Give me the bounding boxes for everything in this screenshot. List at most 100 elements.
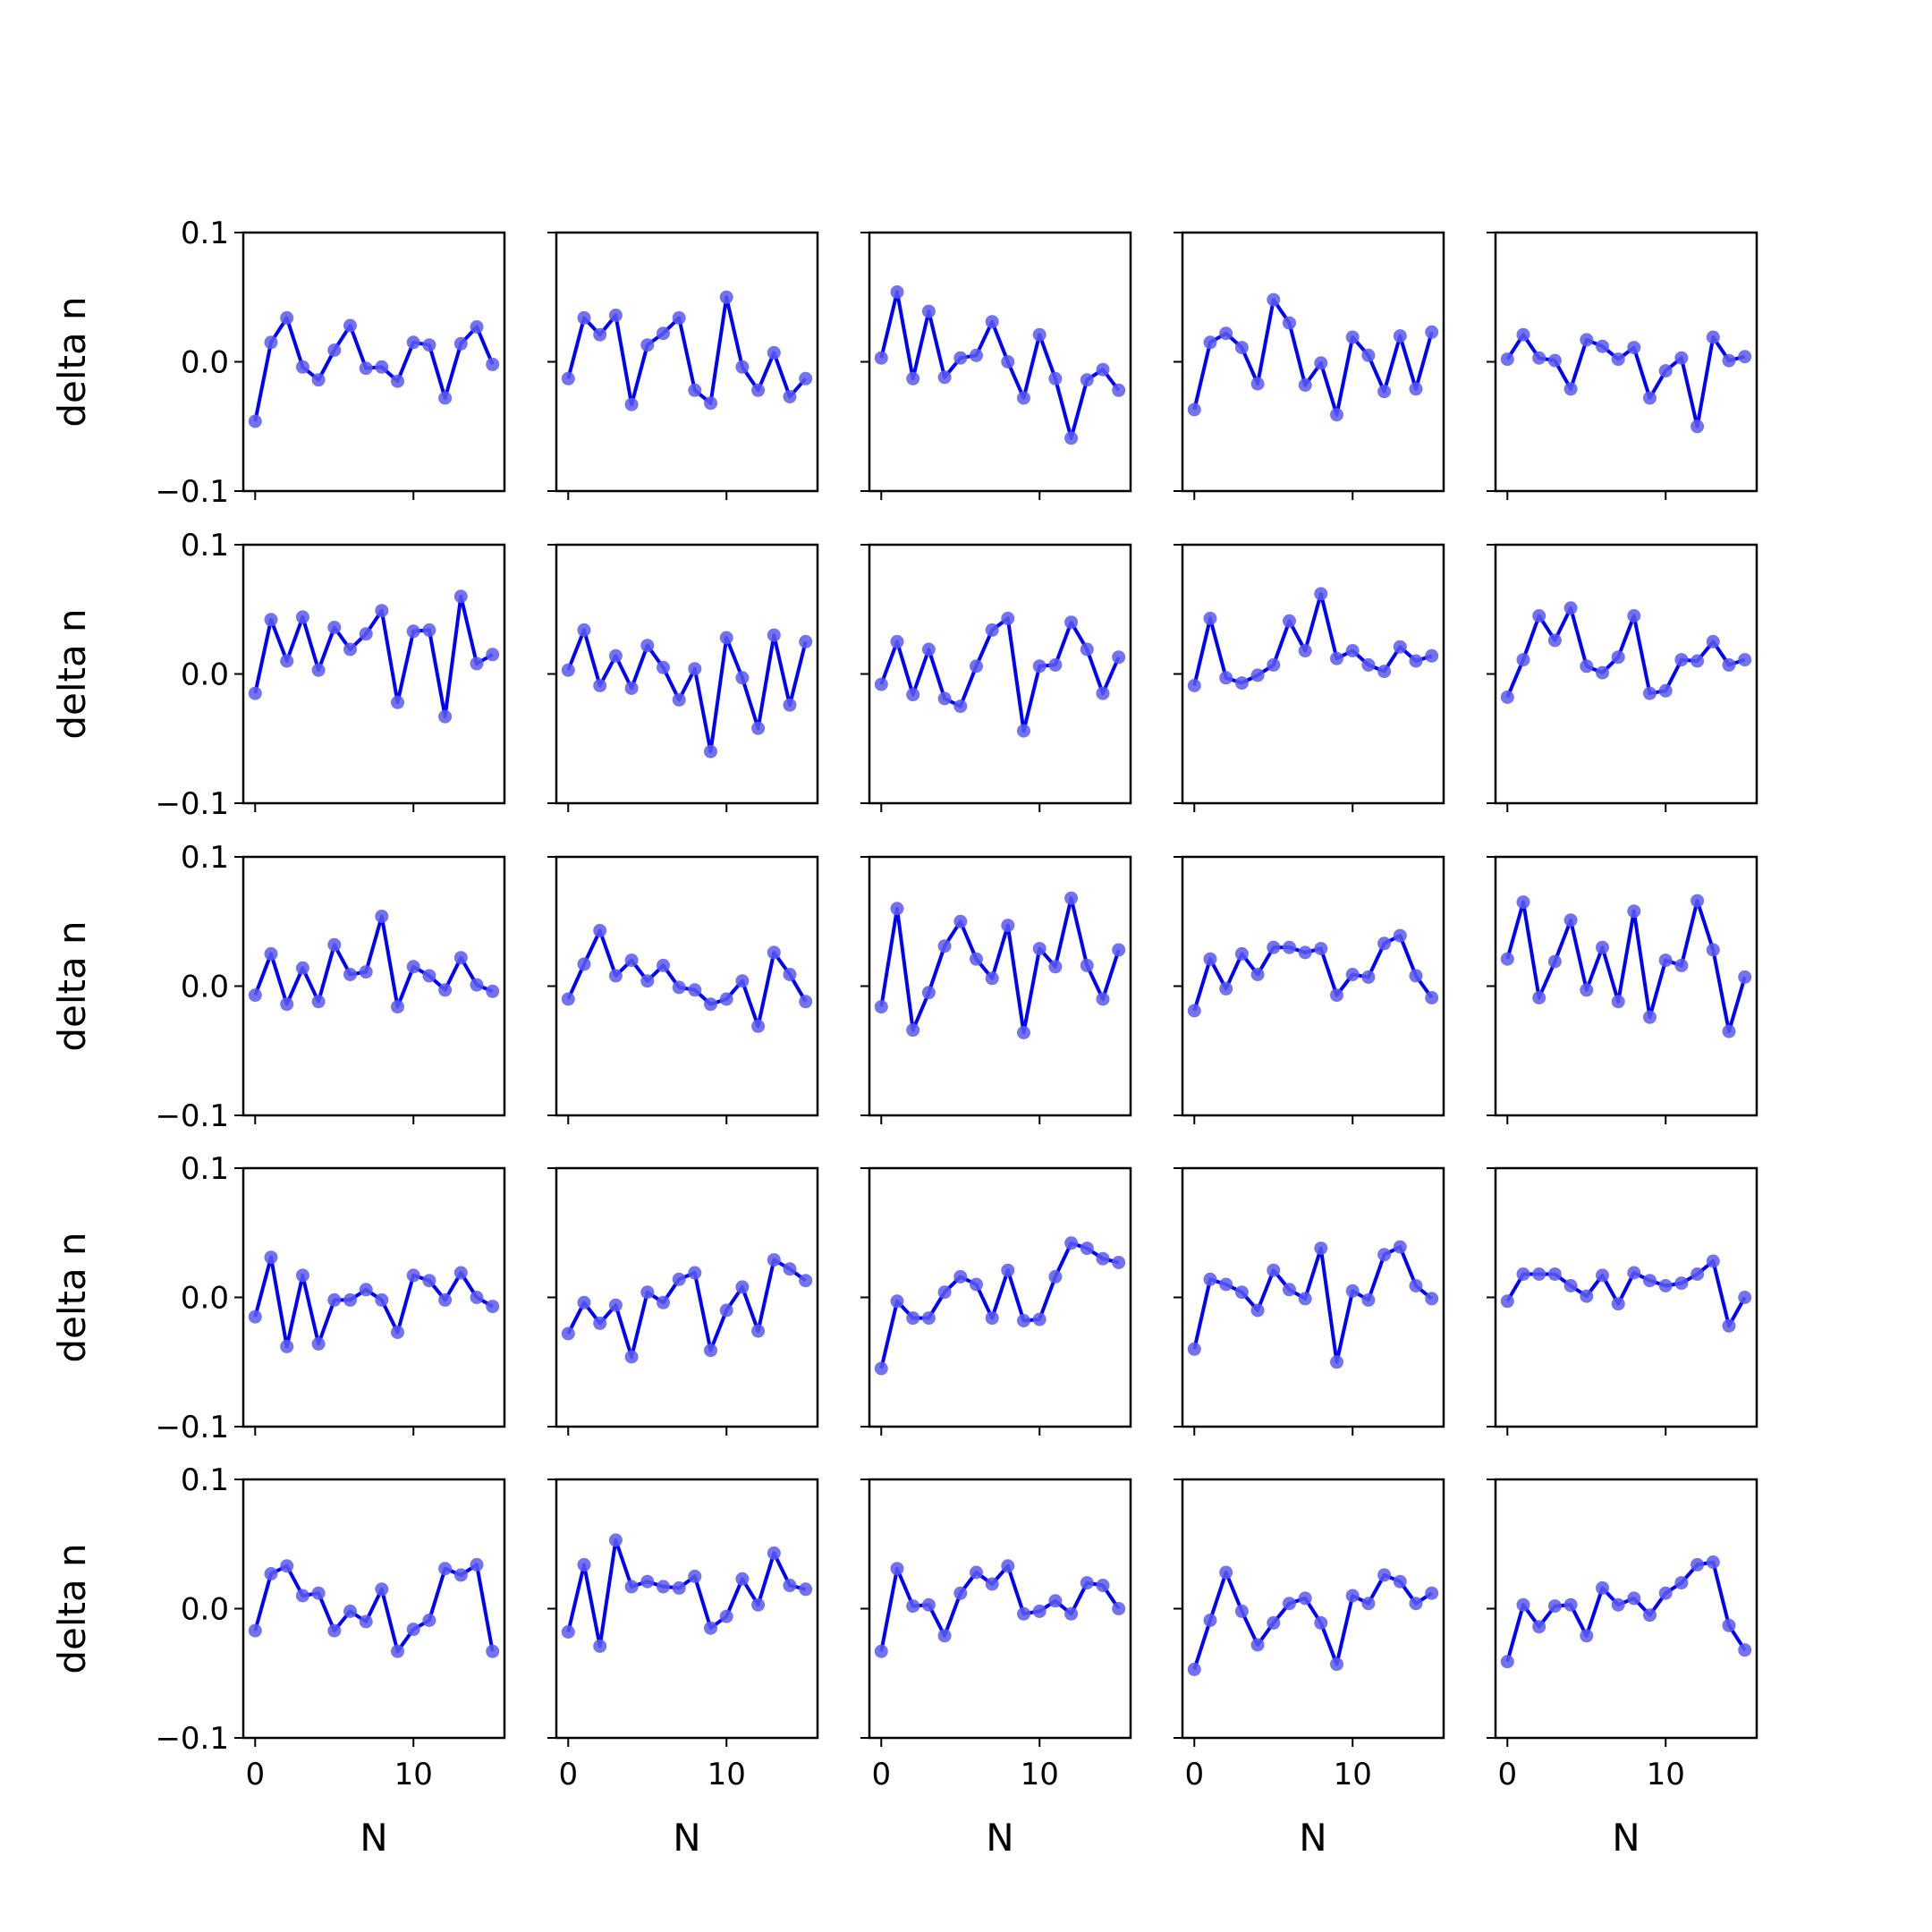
data-point [1658,953,1673,968]
data-point [1627,341,1641,355]
data-point [890,285,904,299]
data-point [921,642,936,657]
data-point [1547,353,1562,368]
data-point [248,414,262,428]
data-point [1080,958,1094,972]
data-point [1250,1303,1265,1318]
data-point [1283,1283,1296,1297]
data-point [1112,1602,1126,1615]
data-point [1112,383,1126,397]
data-point [751,1019,766,1033]
data-point [970,659,983,674]
data-point [1330,1657,1343,1672]
subplot-r3-c2 [547,855,819,1124]
data-point [1674,958,1689,972]
data-point [657,660,670,674]
data-point [1690,1557,1705,1572]
data-point [1674,1576,1689,1590]
data-point [1658,1586,1673,1600]
axes-frame [242,231,506,493]
data-point [280,1339,294,1353]
data-point [422,338,436,352]
data-point [906,1599,920,1614]
data-point [438,1292,453,1307]
data-point [688,662,702,676]
data-point [1532,991,1546,1004]
data-point [672,692,686,707]
data-point [1643,686,1657,700]
data-point [1690,894,1705,908]
data-point [783,1579,797,1592]
data-point [1690,419,1705,434]
data-point [874,1000,888,1014]
data-point [1080,1241,1094,1256]
data-point [1500,1655,1514,1669]
subplot-r1-c5 [1487,231,1758,500]
data-point [1516,327,1530,342]
data-point [704,396,717,411]
data-point [1532,609,1546,623]
data-point [672,1580,686,1595]
x-tick-label: 10 [1647,1757,1685,1792]
data-point [751,383,766,397]
axes-frame [868,1478,1132,1740]
data-point [1547,954,1562,969]
data-point [264,946,278,961]
data-point [799,1582,813,1597]
data-point [295,1268,309,1283]
data-point [486,357,500,371]
data-point [1298,1292,1312,1306]
axes-frame [1181,855,1445,1117]
data-point [1738,1291,1752,1304]
data-point [1425,1586,1439,1600]
data-point [1425,991,1439,1004]
series-line [1505,1259,1747,1328]
data-point [1283,940,1296,954]
data-point [906,688,920,702]
data-point [422,623,436,637]
data-point [1267,1263,1281,1277]
data-point [1096,1579,1110,1592]
x-tick-label: 0 [1184,1757,1204,1792]
data-point [1643,391,1657,405]
data-point [1032,1312,1046,1326]
series-line [1192,1571,1433,1671]
data-point [783,1262,797,1276]
data-point [577,1295,591,1309]
data-point [735,671,750,685]
data-point [1643,1274,1657,1288]
data-point [1064,615,1079,630]
axes-frame [1494,543,1758,805]
series-line [879,1563,1121,1652]
axes-frame [1494,1478,1758,1740]
data-point [1314,587,1328,601]
data-point [672,980,686,995]
series-line [1505,606,1746,699]
data-point [921,304,936,318]
data-point [1547,633,1562,648]
data-point [1393,1240,1407,1254]
data-point [640,1285,655,1300]
data-point [937,691,952,706]
series-line [879,616,1121,733]
data-point [1017,1026,1030,1039]
data-point [1080,1576,1094,1590]
data-point [1722,353,1736,368]
axes-frame [868,543,1132,805]
x-tick-label: 10 [708,1757,746,1792]
data-point [1516,1267,1530,1281]
data-point [1345,330,1360,344]
data-point [1377,665,1392,679]
data-point [906,1311,920,1326]
data-point [672,310,686,325]
data-point [375,604,389,618]
data-point [1611,995,1625,1009]
data-point [327,621,342,634]
series-line [879,896,1121,1035]
data-point [1330,988,1343,1003]
data-point [937,1629,952,1643]
data-point [1532,1620,1546,1634]
data-point [327,937,342,952]
y-axis-label: delta n [50,296,94,427]
data-point [970,1565,983,1580]
